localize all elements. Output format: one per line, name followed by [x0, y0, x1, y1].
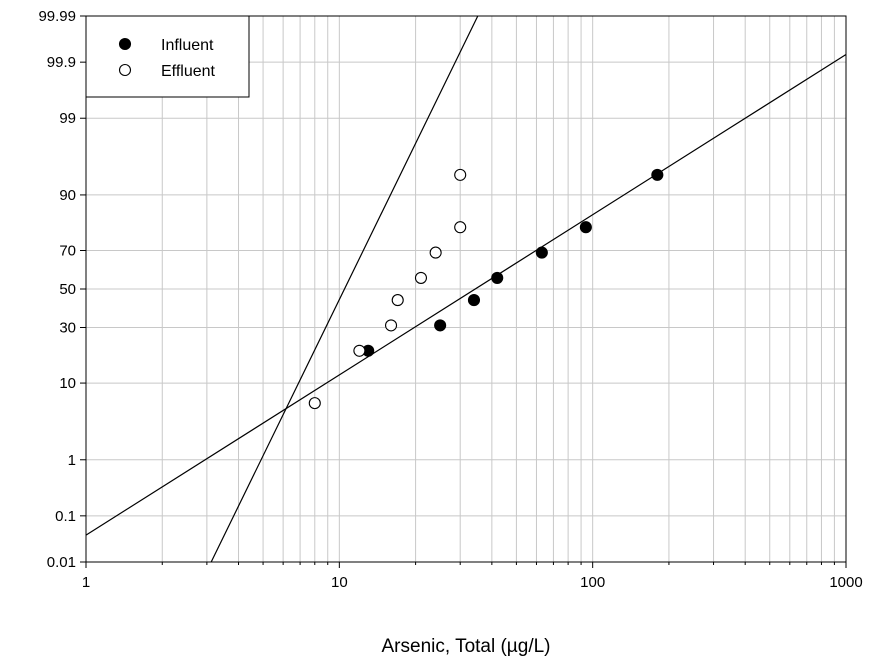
point-influent [467, 294, 481, 307]
fit-line-effluent [210, 15, 479, 563]
x-tick-label: 1000 [829, 574, 862, 591]
point-effluent [384, 319, 398, 332]
y-tick-label: 0.1 [55, 508, 76, 525]
point-influent [535, 246, 548, 259]
y-tick-label: 99.99 [38, 8, 76, 25]
point-influent [434, 319, 447, 332]
x-tick-label: 1 [82, 574, 90, 591]
point-influent [491, 271, 504, 284]
point-effluent [429, 246, 442, 259]
point-effluent [454, 168, 467, 181]
axis-ticks: 1 10 100 1000 0.01 0.1 1 10 30 50 70 90 99 99.9 99.99 [38, 8, 862, 591]
fit-lines [85, 15, 847, 563]
grid [86, 16, 846, 562]
point-effluent [391, 294, 404, 307]
y-tick-label: 90 [59, 187, 76, 204]
legend-marker-effluent [118, 63, 132, 77]
legend-label-effluent: Effluent [161, 63, 216, 80]
y-tick-label: 30 [59, 319, 76, 336]
y-tick-label: 50 [59, 281, 76, 298]
y-tick-label: 10 [59, 375, 76, 392]
legend: Influent Effluent [85, 15, 250, 98]
y-tick-label: 1 [68, 452, 76, 469]
data-points [308, 168, 664, 410]
point-influent [579, 221, 592, 234]
x-tick-label: 100 [580, 574, 605, 591]
point-effluent [454, 221, 467, 234]
legend-marker-influent [118, 37, 132, 51]
y-tick-label: 99.9 [47, 54, 76, 71]
y-tick-label: 99 [59, 110, 76, 127]
x-tick-label: 10 [331, 574, 348, 591]
x-axis-title: Arsenic, Total (µg/L) [382, 636, 551, 657]
point-effluent [308, 397, 321, 410]
legend-box [85, 15, 250, 98]
point-effluent [414, 271, 428, 284]
y-tick-label: 0.01 [47, 554, 76, 571]
point-effluent [353, 344, 366, 357]
fit-line-influent [85, 53, 847, 536]
legend-label-influent: Influent [161, 37, 214, 54]
point-influent [651, 168, 664, 181]
y-tick-label: 70 [59, 243, 76, 260]
